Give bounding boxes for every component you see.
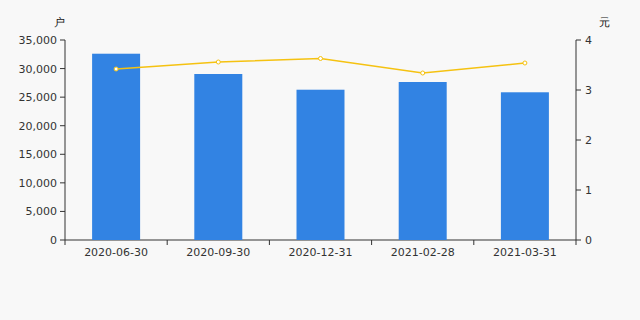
y-tick: [60, 125, 65, 126]
x-tick-label: 2020-06-30: [84, 246, 148, 259]
y-tick: [60, 211, 65, 212]
y2-tick-label: 2: [585, 134, 592, 147]
y-tick: [60, 240, 65, 241]
x-tick: [167, 240, 168, 245]
bar: [399, 82, 447, 240]
x-tick: [65, 240, 66, 245]
x-tick: [473, 240, 474, 245]
bar: [92, 54, 140, 240]
y-tick-label: 0: [50, 234, 57, 247]
background: [0, 0, 640, 320]
y2-tick: [576, 90, 581, 91]
line-marker: [421, 71, 425, 75]
chart: 0 5,000 10,000 15,000 20,000 25,000 30,000 35,0…: [0, 0, 640, 320]
y-tick-label: 30,000: [19, 63, 58, 76]
line-marker: [319, 57, 323, 61]
y2-tick: [576, 40, 581, 41]
y-tick: [60, 182, 65, 183]
line-marker: [114, 67, 118, 71]
bar: [194, 74, 242, 240]
y2-tick-label: 3: [585, 84, 592, 97]
y-tick-label: 5,000: [26, 205, 58, 218]
y2-tick: [576, 190, 581, 191]
line-marker: [216, 60, 220, 64]
bar: [297, 90, 345, 240]
y-tick-label: 35,000: [19, 34, 58, 47]
y-tick-label: 15,000: [19, 148, 58, 161]
y2-tick-label: 0: [585, 234, 592, 247]
y-tick: [60, 154, 65, 155]
x-tick-label: 2021-03-31: [493, 246, 557, 259]
plot-marks: [92, 54, 549, 240]
x-tick: [371, 240, 372, 245]
y-axis-line: [65, 40, 66, 240]
y-tick: [60, 40, 65, 41]
x-tick-label: 2021-02-28: [391, 246, 455, 259]
x-tick-label: 2020-09-30: [186, 246, 250, 259]
y-tick: [60, 68, 65, 69]
y2-tick: [576, 140, 581, 141]
x-tick-label: 2020-12-31: [289, 246, 353, 259]
y-axis-label: 户: [54, 16, 65, 29]
x-tick: [576, 240, 577, 245]
x-tick: [269, 240, 270, 245]
y2-tick: [576, 240, 581, 241]
y-tick-label: 10,000: [19, 177, 58, 190]
y2-axis-label: 元: [599, 16, 610, 29]
bar: [501, 92, 549, 240]
y-tick: [60, 97, 65, 98]
y-tick-label: 20,000: [19, 120, 58, 133]
y-tick-label: 25,000: [19, 91, 58, 104]
line-marker: [523, 61, 527, 65]
y2-tick-label: 4: [585, 34, 592, 47]
y2-tick-label: 1: [585, 184, 592, 197]
